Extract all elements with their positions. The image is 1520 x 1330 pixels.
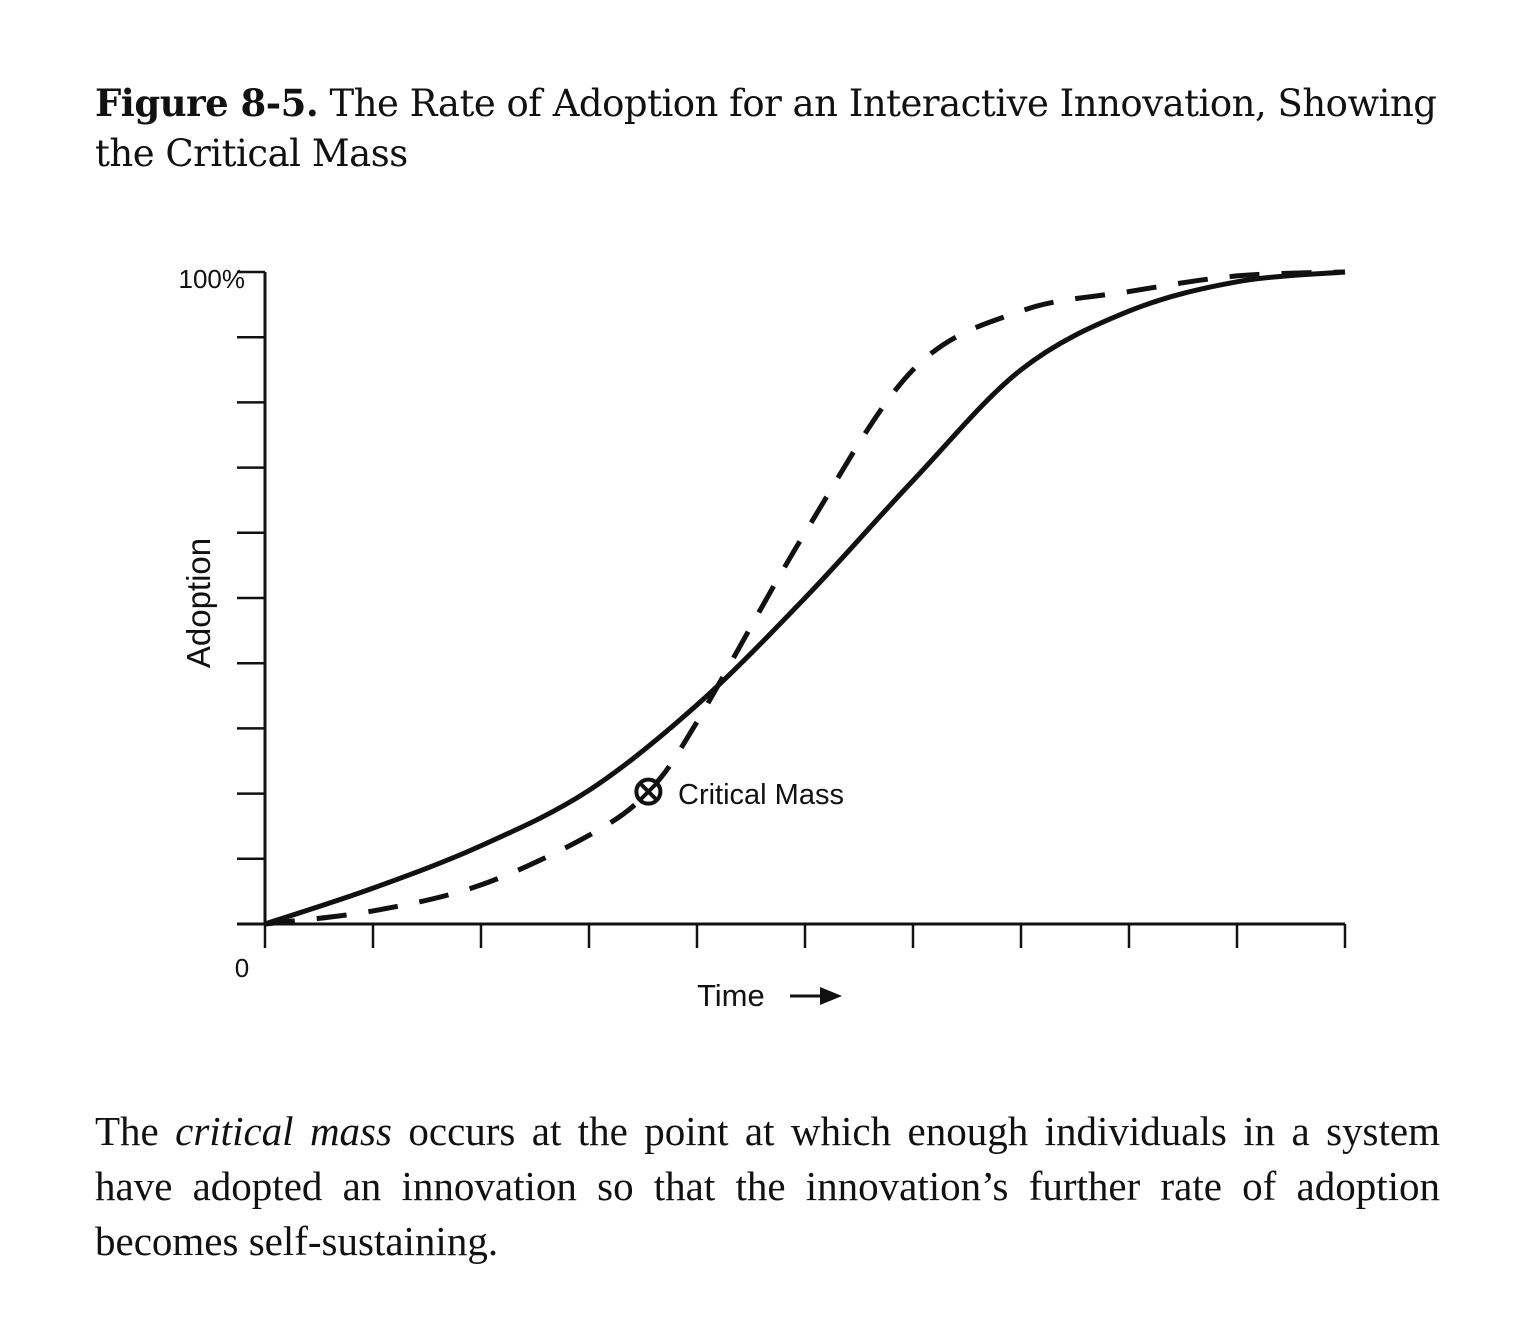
y-tick-label-origin: 0 xyxy=(235,953,249,983)
figure-title: Figure 8-5. The Rate of Adoption for an … xyxy=(95,78,1455,179)
arrow-right-icon xyxy=(790,987,842,1005)
series xyxy=(264,269,1346,927)
axes xyxy=(237,270,1347,948)
caption-text-1: The xyxy=(95,1108,176,1154)
figure-title-text: The Rate of Adoption for an Interactive … xyxy=(95,82,1437,175)
solid-adoption-curve xyxy=(264,269,1346,927)
x-axis-label: Time xyxy=(697,978,765,1013)
figure-label: Figure 8-5. xyxy=(95,81,319,125)
caption-text-2: occurs at the point at which enough indi… xyxy=(95,1108,1440,1264)
dashed-adoption-curve xyxy=(264,269,1346,927)
critical-mass-marker xyxy=(634,777,663,806)
y-axis-label: Adoption xyxy=(180,538,217,668)
caption-emphasis: critical mass xyxy=(175,1108,392,1154)
critical-mass-label: Critical Mass xyxy=(678,779,844,811)
figure-caption: The critical mass occurs at the point at… xyxy=(95,1104,1440,1269)
y-tick-label-top: 100% xyxy=(179,264,246,294)
